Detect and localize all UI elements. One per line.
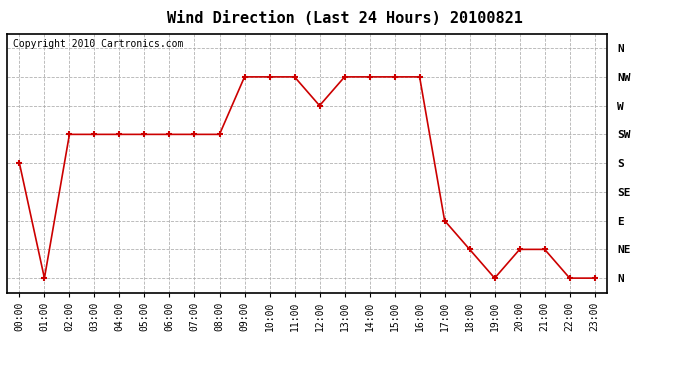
Text: Wind Direction (Last 24 Hours) 20100821: Wind Direction (Last 24 Hours) 20100821	[167, 11, 523, 26]
Text: Copyright 2010 Cartronics.com: Copyright 2010 Cartronics.com	[13, 39, 184, 49]
